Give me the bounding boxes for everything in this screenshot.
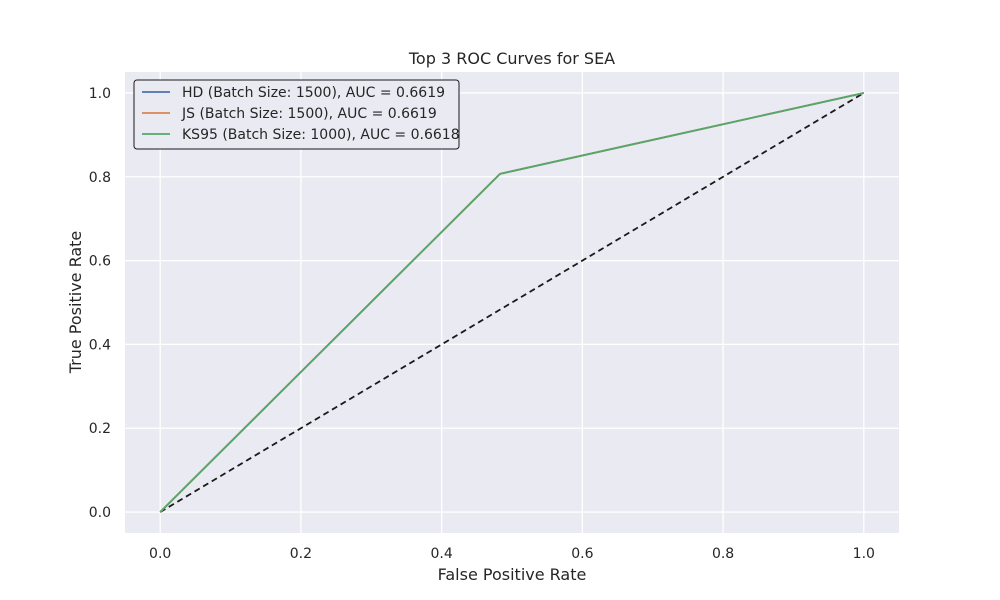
chance-reference-line [159,92,865,513]
reference-line-layer [159,92,865,513]
x-tick-label: 1.0 [853,546,875,562]
x-tick-label: 0.8 [712,546,734,562]
x-axis-label: False Positive Rate [438,565,587,584]
y-tick-label: 1.0 [89,86,111,102]
y-tick-label: 0.8 [89,170,111,186]
x-tick-label: 0.2 [290,546,312,562]
y-tick-label: 0.6 [89,254,111,270]
y-tick-label: 0.4 [89,337,111,353]
x-tick-label: 0.6 [571,546,593,562]
legend-label: HD (Batch Size: 1500), AUC = 0.6619 [182,85,445,101]
chart-title: Top 3 ROC Curves for SEA [408,49,615,68]
series-layer [159,92,865,513]
legend-box [133,79,460,150]
y-tick-label: 0.2 [89,421,111,437]
roc-curve-series-3 [159,92,865,513]
y-axis-label: True Positive Rate [66,231,85,375]
legend-label: JS (Batch Size: 1500), AUC = 0.6619 [181,106,437,122]
legend-label: KS95 (Batch Size: 1000), AUC = 0.6618 [182,127,460,143]
x-tick-label: 0.4 [431,546,453,562]
y-tick-label: 0.0 [89,505,111,521]
x-tick-label: 0.0 [149,546,171,562]
tick-labels: 0.0 0.2 0.4 0.6 0.8 1.0 0.0 0.2 0.4 0.6 0.8 1.0 [89,86,875,562]
legend: HD (Batch Size: 1500), AUC = 0.6619 JS (B… [133,79,460,150]
